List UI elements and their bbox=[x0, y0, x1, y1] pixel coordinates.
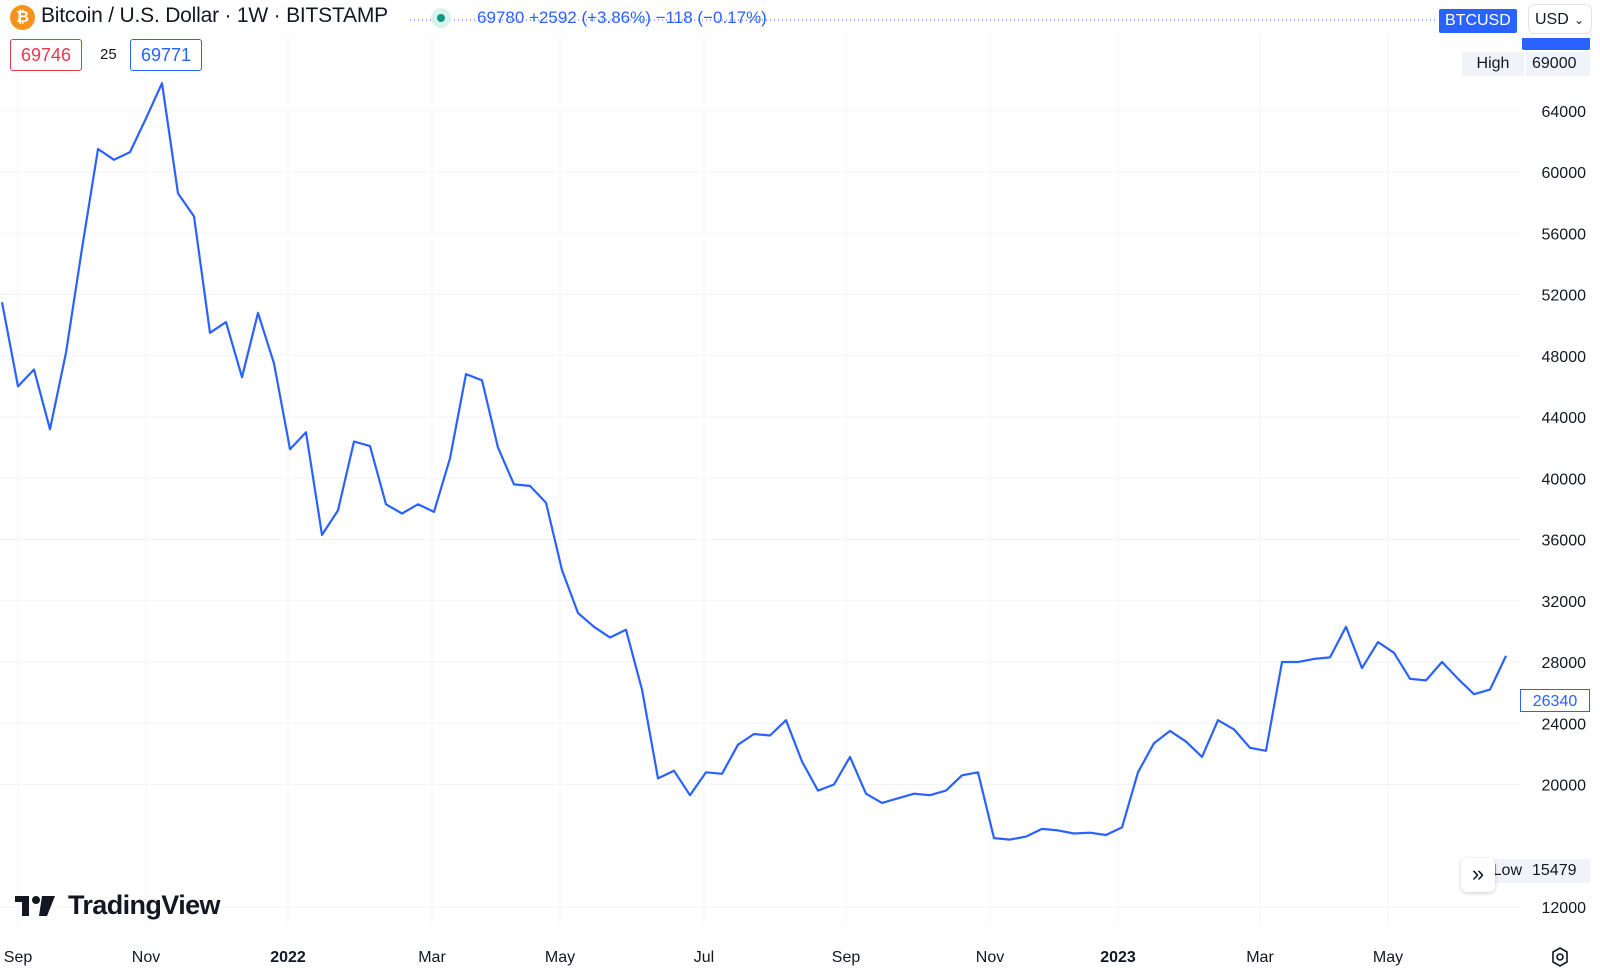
time-tick-label: May bbox=[1373, 949, 1403, 966]
time-tick-label: Jul bbox=[694, 949, 714, 966]
chart-grid bbox=[0, 34, 1520, 925]
tradingview-logo[interactable]: TradingView bbox=[14, 890, 221, 921]
tradingview-logo-icon bbox=[15, 895, 55, 916]
price-tick-label: 56000 bbox=[1542, 226, 1587, 243]
chevron-down-icon: ⌄ bbox=[1573, 13, 1584, 27]
price-line-series bbox=[0, 82, 1507, 841]
price-tick-label: 32000 bbox=[1542, 594, 1587, 611]
time-tick-label: Nov bbox=[132, 949, 160, 966]
price-tick-label: 24000 bbox=[1542, 716, 1587, 733]
status-dot bbox=[437, 14, 445, 22]
price-tick-label: 60000 bbox=[1542, 165, 1587, 182]
price-tick-label: 64000 bbox=[1542, 104, 1587, 121]
time-tick-label: Sep bbox=[832, 949, 861, 966]
time-tick-label: May bbox=[545, 949, 575, 966]
scroll-to-realtime-button[interactable]: » bbox=[1461, 858, 1495, 892]
time-tick-label: Mar bbox=[1246, 949, 1274, 966]
market-status-icon[interactable] bbox=[431, 8, 451, 28]
price-tick-label: 12000 bbox=[1542, 900, 1587, 917]
price-tick-label: 44000 bbox=[1542, 410, 1587, 427]
high-value: 69000 bbox=[1526, 52, 1590, 76]
price-summary: 69780 +2592 (+3.86%) −118 (−0.17%) bbox=[477, 8, 767, 27]
last-price-tag: 26340 bbox=[1520, 689, 1590, 712]
bitcoin-icon: ₿ bbox=[10, 5, 35, 30]
btcusd-price-line bbox=[0, 82, 1507, 841]
time-tick-label: Mar bbox=[418, 949, 446, 966]
countdown-tag bbox=[1522, 38, 1590, 50]
low-label-text: Low bbox=[1492, 862, 1522, 879]
price-tick-label: 28000 bbox=[1542, 655, 1587, 672]
time-tick-label: Sep bbox=[4, 949, 33, 966]
time-tick-label: 2022 bbox=[270, 949, 306, 966]
settings-icon[interactable] bbox=[1548, 945, 1572, 969]
ticker-tag: BTCUSD bbox=[1439, 9, 1517, 33]
price-tick-label: 40000 bbox=[1542, 471, 1587, 488]
logo-text: TradingView bbox=[68, 890, 221, 920]
time-tick-label: 2023 bbox=[1100, 949, 1136, 966]
buy-price-box[interactable]: 69771 bbox=[130, 39, 203, 71]
currency-select[interactable]: USD ⌄ bbox=[1528, 4, 1592, 34]
price-tick-label: 52000 bbox=[1542, 288, 1587, 305]
sell-price-box[interactable]: 69746 bbox=[10, 39, 83, 71]
price-axis-labels: 12000 20000 24000 28000 32000 36000 40000 44000… bbox=[1542, 104, 1587, 917]
price-tick-label: 48000 bbox=[1542, 349, 1587, 366]
spread-value: 25 bbox=[100, 46, 117, 63]
price-tick-label: 36000 bbox=[1542, 533, 1587, 550]
high-label: High bbox=[1462, 52, 1524, 76]
time-axis-labels: Sep Nov 2022 Mar May Jul Sep Nov 2023 Mar May bbox=[4, 949, 1403, 966]
symbol-title[interactable]: Bitcoin / U.S. Dollar · 1W · BITSTAMP bbox=[41, 4, 388, 27]
low-value: 15479 bbox=[1526, 859, 1590, 883]
time-tick-label: Nov bbox=[976, 949, 1004, 966]
price-tick-label: 20000 bbox=[1542, 778, 1587, 795]
currency-label: USD bbox=[1535, 11, 1569, 28]
